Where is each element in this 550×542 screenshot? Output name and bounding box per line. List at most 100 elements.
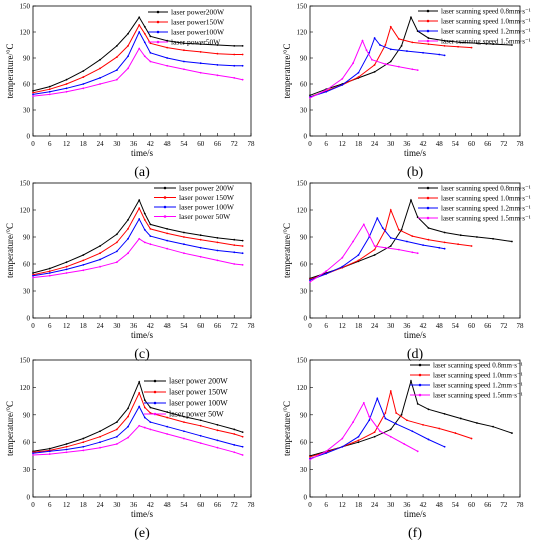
- data-point: [457, 243, 459, 246]
- data-point: [143, 25, 146, 28]
- y-axis-label: temperature/°C: [282, 43, 292, 98]
- y-tick-label: 150: [20, 3, 31, 11]
- series-line-3: [32, 405, 243, 454]
- x-tick-label: 24: [97, 322, 105, 330]
- y-axis-label: temperature/°C: [5, 223, 15, 278]
- data-point: [341, 437, 344, 440]
- data-point: [127, 32, 129, 35]
- data-point: [309, 281, 311, 283]
- data-point: [183, 68, 185, 71]
- legend-marker: [163, 205, 167, 209]
- data-point: [65, 83, 68, 85]
- legend-marker: [426, 196, 430, 200]
- data-point: [309, 279, 311, 282]
- legend-label: laser power 150W: [179, 193, 235, 202]
- data-point: [32, 90, 34, 92]
- y-axis-label: temperature/°C: [282, 223, 292, 278]
- data-point: [233, 77, 236, 79]
- y-tick-label: 60: [23, 81, 31, 89]
- data-point: [138, 207, 141, 210]
- x-tick-label: 48: [164, 322, 172, 330]
- data-point: [233, 263, 236, 265]
- data-point: [406, 50, 408, 52]
- panel-label: (b): [407, 165, 424, 180]
- data-point: [65, 78, 68, 81]
- y-tick-label: 30: [23, 288, 31, 296]
- data-point: [166, 232, 169, 235]
- data-point: [183, 430, 185, 433]
- data-point: [149, 406, 152, 409]
- x-tick-label: 54: [452, 501, 460, 509]
- data-point: [183, 243, 185, 246]
- legend-marker: [153, 390, 157, 394]
- data-point: [233, 64, 236, 67]
- data-point: [492, 43, 494, 46]
- data-point: [216, 446, 219, 449]
- data-point: [149, 60, 152, 63]
- data-point: [352, 62, 354, 65]
- data-point: [115, 78, 118, 81]
- data-point: [216, 429, 219, 432]
- data-point: [199, 442, 202, 445]
- data-point: [216, 64, 219, 66]
- data-point: [511, 432, 513, 434]
- legend-label: laser power50W: [171, 38, 221, 47]
- legend-marker: [426, 216, 430, 220]
- legend-label: laser scanning speed 0.8mm·s⁻¹: [441, 8, 531, 16]
- data-point: [166, 46, 169, 49]
- series-line-2: [32, 24, 243, 94]
- data-point: [476, 236, 478, 238]
- legend-label: laser scanning speed 1.0mm·s⁻¹: [441, 195, 531, 203]
- data-point: [352, 240, 354, 243]
- x-tick-label: 72: [231, 140, 239, 148]
- data-point: [241, 454, 244, 456]
- data-point: [149, 223, 152, 226]
- y-tick-label: 120: [20, 29, 31, 37]
- x-tick-label: 18: [80, 501, 88, 509]
- data-point: [48, 90, 51, 93]
- x-tick-label: 78: [248, 501, 256, 509]
- y-tick-label: 150: [20, 180, 31, 188]
- data-point: [376, 397, 379, 400]
- data-point: [357, 439, 360, 442]
- data-point: [427, 37, 430, 39]
- data-point: [166, 239, 169, 242]
- data-point: [32, 274, 34, 277]
- data-point: [48, 270, 51, 273]
- data-point: [233, 451, 236, 454]
- x-tick-label: 30: [387, 501, 395, 509]
- data-point: [65, 443, 68, 445]
- series-line-3: [309, 37, 445, 98]
- series-line-3: [32, 30, 243, 95]
- data-point: [138, 199, 141, 202]
- data-point: [459, 41, 462, 44]
- data-point: [410, 199, 412, 202]
- y-tick-label: 60: [300, 261, 308, 269]
- data-point: [403, 443, 406, 445]
- data-point: [48, 267, 51, 270]
- legend-marker: [163, 186, 167, 190]
- legend-label: laser power 100W: [179, 203, 235, 212]
- data-point: [379, 430, 381, 433]
- data-point: [166, 57, 169, 59]
- data-point: [325, 273, 328, 275]
- data-point: [443, 231, 446, 234]
- data-point: [376, 217, 379, 220]
- x-tick-label: 0: [31, 140, 35, 148]
- data-point: [241, 53, 244, 56]
- data-point: [427, 238, 430, 241]
- panel-label: (d): [407, 347, 424, 362]
- data-point: [406, 240, 408, 243]
- x-tick-label: 78: [248, 322, 256, 330]
- data-point: [149, 412, 152, 414]
- data-point: [470, 437, 473, 440]
- series-line-4: [32, 238, 243, 278]
- legend-marker: [426, 9, 430, 13]
- data-point: [476, 422, 478, 424]
- legend-marker: [163, 196, 167, 199]
- data-point: [127, 415, 129, 418]
- data-point: [115, 428, 118, 431]
- x-tick-label: 0: [31, 501, 35, 509]
- data-point: [99, 446, 101, 449]
